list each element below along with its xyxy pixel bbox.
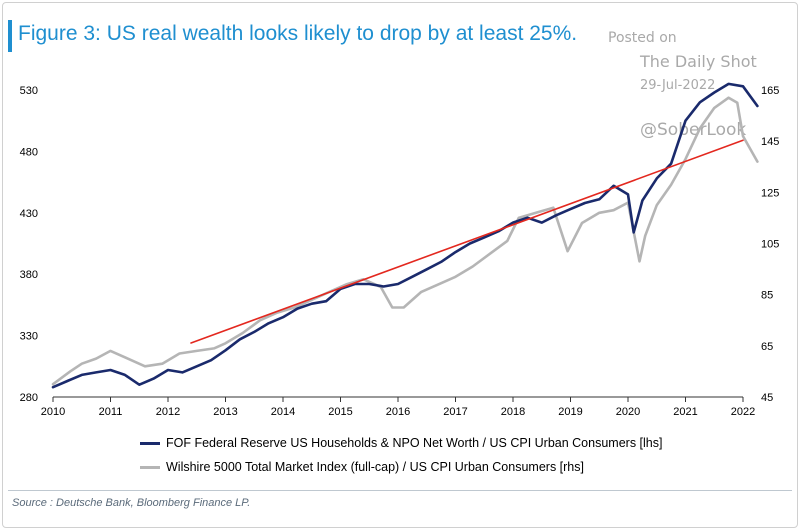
footer-rule (8, 490, 792, 491)
legend-swatch-wilshire (140, 465, 160, 469)
series-net-worth-line (51, 82, 759, 389)
x-tick-label: 2010 (41, 406, 65, 418)
x-tick-label: 2013 (213, 406, 237, 418)
legend-label-net-worth: FOF Federal Reserve US Households & NPO … (166, 436, 663, 450)
y-left-tick-label: 430 (20, 208, 38, 220)
x-tick-label: 2018 (501, 406, 525, 418)
legend-swatch-net-worth (140, 441, 160, 445)
y-right-tick-label: 85 (761, 290, 773, 302)
title-accent-bar (8, 20, 12, 52)
watermark-site: The Daily Shot (640, 52, 757, 71)
watermark-date: 29-Jul-2022 (640, 78, 716, 93)
y-left-tick-label: 330 (20, 331, 38, 343)
legend-label-wilshire: Wilshire 5000 Total Market Index (full-c… (166, 460, 584, 474)
y-left-tick-label: 530 (20, 85, 38, 97)
y-right-tick-label: 125 (761, 187, 779, 199)
x-tick-label: 2021 (673, 406, 697, 418)
y-left-tick-label: 480 (20, 146, 38, 158)
x-tick-label: 2014 (271, 406, 295, 418)
series-wilshire-line (51, 96, 759, 386)
y-right-tick-label: 65 (761, 341, 773, 353)
y-right-tick-label: 45 (761, 392, 773, 404)
x-tick-label: 2017 (443, 406, 467, 418)
x-tick-label: 2022 (731, 406, 755, 418)
watermark-posted: Posted on (608, 30, 677, 46)
y-left-tick-label: 380 (20, 269, 38, 281)
x-tick-label: 2016 (386, 406, 410, 418)
legend-item-net-worth: FOF Federal Reserve US Households & NPO … (140, 436, 662, 450)
x-tick-label: 2012 (156, 406, 180, 418)
y-right-tick-label: 145 (761, 136, 779, 148)
watermark-handle: @SoberLook (640, 120, 747, 140)
legend-item-wilshire: Wilshire 5000 Total Market Index (full-c… (140, 460, 584, 474)
x-tick-label: 2011 (99, 406, 123, 418)
trend-line (190, 139, 744, 344)
line-chart: 2010 2011 2012 2013 2014 2015 2016 2017 2018 2019… (20, 82, 779, 418)
y-right-tick-label: 105 (761, 239, 779, 251)
source-note: Source : Deutsche Bank, Bloomberg Financ… (12, 497, 251, 509)
x-tick-label: 2019 (558, 406, 582, 418)
y-left-tick-label: 280 (20, 392, 38, 404)
chart-title: Figure 3: US real wealth looks likely to… (18, 22, 578, 45)
y-right-tick-label: 165 (761, 85, 779, 97)
x-tick-label: 2015 (328, 406, 352, 418)
x-tick-label: 2020 (616, 406, 640, 418)
